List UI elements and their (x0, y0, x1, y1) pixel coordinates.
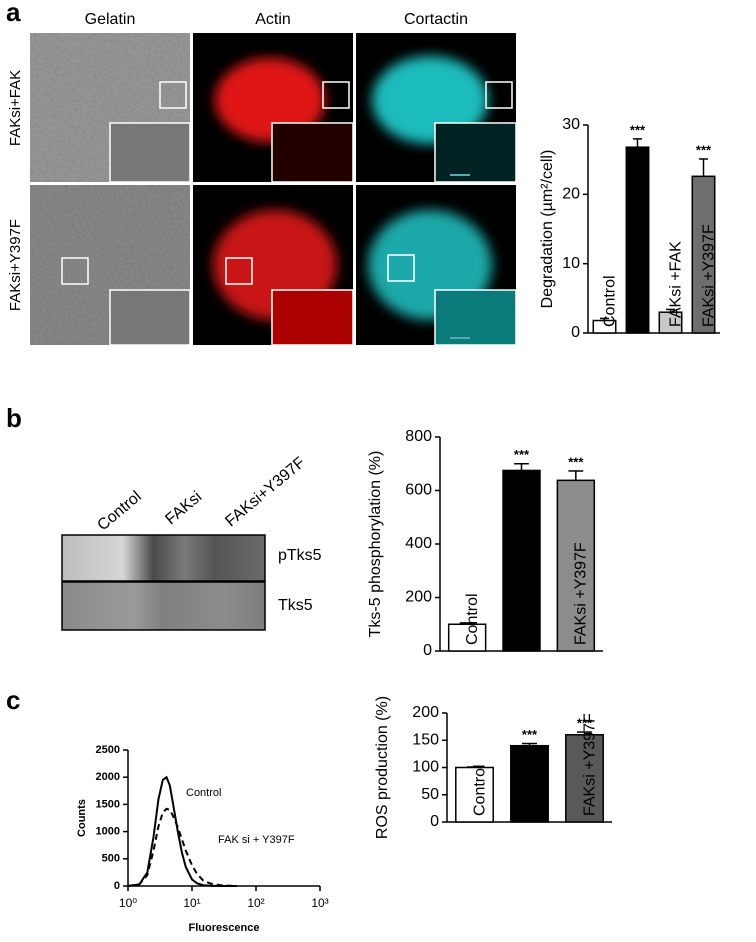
y-axis-label: Tks-5 phosphorylation (%) (367, 451, 384, 638)
row-label: FAKsi+Y397F (7, 219, 24, 311)
panel-letter: c (6, 685, 20, 715)
column-label: Cortactin (404, 11, 468, 28)
significance: *** (522, 727, 538, 742)
x-axis-label: Fluorescence (189, 922, 260, 934)
significance: *** (696, 142, 712, 157)
category-label: Control (601, 275, 618, 327)
y-tick-label: 200 (405, 589, 432, 606)
x-tick-label: 10³ (311, 896, 328, 910)
category-label: FAKsi (526, 774, 543, 816)
legend-label: Control (186, 787, 221, 799)
cell (215, 58, 325, 142)
category-label: Control (471, 764, 488, 816)
band-label: Tks5 (278, 597, 313, 614)
y-tick-label: 0 (430, 813, 439, 830)
y-tick-label: 200 (412, 704, 439, 721)
lane-label: FAKsi (162, 488, 205, 528)
panel-letter: a (6, 0, 21, 27)
x-tick-label: 10⁰ (119, 896, 137, 910)
category-label: FAKsi (634, 285, 651, 327)
row-label: FAKsi+FAK (7, 70, 24, 146)
y-tick-label: 2000 (96, 771, 120, 783)
bar (556, 479, 596, 652)
y-tick-label: 0 (423, 642, 432, 659)
y-tick-label: 100 (412, 759, 439, 776)
blot-band (61, 534, 266, 582)
bar (447, 623, 487, 652)
significance: *** (568, 454, 584, 469)
y-tick-label: 0 (114, 880, 120, 892)
column-label: Gelatin (85, 11, 136, 28)
category-label: FAKsi +Y397F (581, 713, 598, 816)
bar (510, 744, 549, 823)
y-tick-label: 20 (562, 186, 580, 203)
significance: *** (630, 122, 646, 137)
category-label: Control (464, 593, 481, 645)
x-tick-label: 10¹ (183, 896, 200, 910)
y-tick-label: 2500 (96, 744, 120, 756)
bar (658, 311, 683, 334)
y-axis-label: ROS production (%) (374, 696, 391, 839)
bar (592, 319, 617, 334)
inset-boxes (61, 81, 517, 346)
cell (372, 56, 488, 144)
category-label: FAKsi +FAK (667, 241, 684, 327)
lane-label: Control (94, 488, 144, 534)
bar (565, 734, 604, 823)
column-label: Actin (255, 11, 291, 28)
significance: *** (577, 716, 593, 731)
band-label: pTks5 (278, 547, 322, 564)
series-line (127, 775, 237, 887)
scale-bars (450, 174, 470, 339)
y-tick-label: 150 (412, 731, 439, 748)
category-label: FAKsi +Y397F (573, 542, 590, 645)
y-tick-label: 400 (405, 535, 432, 552)
y-tick-label: 0 (571, 324, 580, 341)
y-tick-label: 500 (102, 853, 120, 865)
blot-band (61, 581, 266, 631)
y-tick-label: 800 (405, 428, 432, 445)
y-axis-label: Counts (76, 799, 88, 837)
lane-label: FAKsi+Y397F (222, 454, 308, 530)
western-blot: Control FAKsi FAKsi+Y397F pTks5 Tks5 (61, 454, 322, 631)
bar (625, 146, 650, 334)
image-grid: Gelatin Actin Cortactin FAKsi+FAK FAKsi+… (7, 11, 517, 346)
category-label: FAKsi (518, 603, 535, 645)
y-tick-label: 50 (421, 786, 439, 803)
legend-label: FAK si + Y397F (218, 834, 295, 846)
panel-labels: a b c (6, 0, 22, 715)
y-tick-label: 1500 (96, 798, 120, 810)
x-tick-label: 10² (247, 896, 264, 910)
series-line (127, 807, 237, 887)
y-tick-label: 10 (562, 255, 580, 272)
category-label: FAKsi +Y397F (700, 224, 717, 327)
bar (691, 175, 716, 334)
y-axis-label: Degradation (µm²/cell) (539, 150, 556, 309)
y-tick-label: 600 (405, 482, 432, 499)
bar (455, 766, 494, 823)
bar (502, 469, 541, 652)
y-tick-label: 1000 (96, 826, 120, 838)
significance: *** (514, 447, 530, 462)
panel-letter: b (6, 403, 22, 433)
y-tick-label: 30 (562, 116, 580, 133)
